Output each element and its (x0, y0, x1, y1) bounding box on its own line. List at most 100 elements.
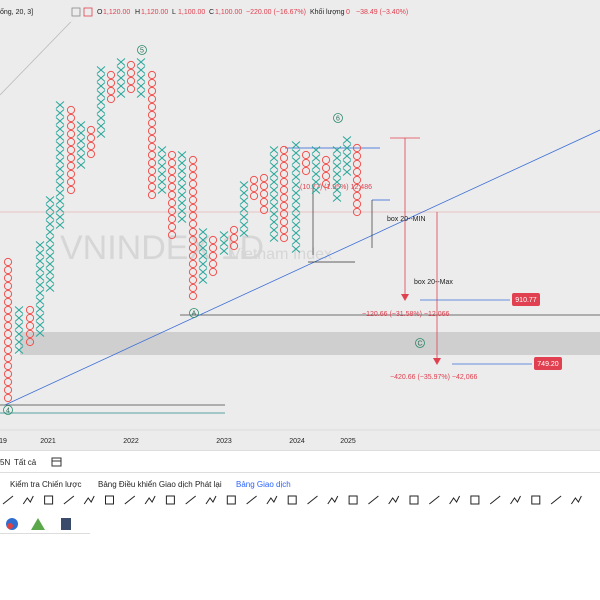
x-box (96, 66, 106, 74)
o-box (167, 230, 177, 240)
tool-icon[interactable] (246, 495, 257, 505)
tool-icon[interactable] (205, 495, 217, 505)
tool-icon[interactable] (570, 495, 582, 505)
o-box (147, 190, 157, 200)
tool-icon[interactable] (165, 495, 175, 505)
x-box (55, 109, 65, 117)
tool-icon[interactable] (327, 495, 339, 505)
x-box (35, 329, 45, 337)
o-box (208, 251, 218, 261)
x-box (136, 82, 146, 90)
trendline (4, 129, 600, 406)
x-box (35, 249, 45, 257)
tool-icon[interactable] (266, 495, 278, 505)
x-box (311, 162, 321, 170)
o-box (279, 209, 289, 219)
header-text: −38.49 (−3.40%) (356, 9, 408, 16)
measure-label: −420.66 (−35.97%) −42,066 (390, 374, 477, 381)
tool-icon[interactable] (2, 495, 14, 505)
tool-icon[interactable] (63, 495, 75, 505)
x-box (198, 260, 208, 268)
wave-label: 5 (140, 47, 144, 54)
watermark-sub: Vietnam Index (230, 246, 332, 263)
range-btn[interactable]: Tất cả (14, 458, 37, 467)
x-box (219, 231, 229, 239)
x-box (342, 168, 352, 176)
x-box (55, 205, 65, 213)
o-box (147, 94, 157, 104)
tool-icon[interactable] (185, 495, 197, 505)
tool-icon[interactable] (44, 495, 54, 505)
x-box (136, 66, 146, 74)
x-box (291, 221, 301, 229)
tool-icon[interactable] (22, 495, 34, 505)
o-box (352, 207, 362, 217)
tab[interactable]: Kiểm tra Chiến lược (10, 480, 82, 489)
tool-icon[interactable] (144, 495, 156, 505)
tool-icon[interactable] (489, 495, 501, 505)
x-box (269, 234, 279, 242)
tool-icon[interactable] (287, 495, 297, 505)
tool-icon[interactable] (105, 495, 114, 505)
o-box (188, 267, 198, 277)
wave-marker (333, 113, 343, 123)
o-box (86, 149, 96, 159)
app-icon[interactable] (31, 518, 45, 530)
tool-icon[interactable] (510, 495, 521, 505)
wave-label: 4 (6, 407, 10, 414)
measure-label: box 20--MIN (387, 216, 426, 223)
o-box (3, 385, 13, 395)
tool-icon[interactable] (348, 495, 358, 505)
tool-icon[interactable] (388, 495, 400, 505)
tab[interactable]: Bảng Giao dịch (236, 480, 291, 489)
o-box (301, 166, 311, 176)
x-box (239, 213, 249, 221)
o-box (208, 267, 218, 277)
x-box (311, 170, 321, 178)
x-box (116, 66, 126, 74)
tool-icon[interactable] (449, 495, 461, 505)
o-box (66, 145, 76, 155)
o-box (229, 233, 239, 243)
o-box (3, 369, 13, 379)
o-box (3, 257, 13, 267)
o-box (321, 171, 331, 181)
o-box (188, 219, 198, 229)
o-box (66, 129, 76, 139)
tool-icon[interactable] (428, 495, 440, 505)
tab-bar: Kiểm tra Chiến lược Bảng Điều khiển Giao… (0, 472, 600, 491)
tool-icon[interactable] (550, 495, 562, 505)
app-icons (0, 518, 90, 534)
tool-icon[interactable] (307, 495, 318, 505)
tab[interactable]: Bảng Điều khiển Giao dịch Phát lại (98, 480, 222, 489)
range-btn[interactable]: 5N (0, 458, 11, 467)
x-box (269, 154, 279, 162)
app-icon[interactable] (61, 518, 71, 530)
tool-icon[interactable] (531, 495, 541, 505)
x-box (198, 268, 208, 276)
o-box (188, 163, 198, 173)
x-box (291, 173, 301, 181)
x-box (332, 186, 342, 194)
tool-icon[interactable] (470, 495, 480, 505)
o-box (147, 118, 157, 128)
x-box (198, 244, 208, 252)
x-label: 2025 (340, 438, 356, 445)
tool-icon[interactable] (368, 495, 379, 505)
o-box (66, 137, 76, 147)
x-box (198, 236, 208, 244)
o-box (66, 153, 76, 163)
x-box (55, 197, 65, 205)
x-box (55, 165, 65, 173)
tool-icon[interactable] (409, 495, 419, 505)
tool-icon[interactable] (226, 495, 236, 505)
x-box (157, 154, 167, 162)
x-box (35, 257, 45, 265)
calendar-icon[interactable] (51, 456, 63, 468)
x-box (14, 330, 24, 338)
o-box (147, 150, 157, 160)
tool-icon[interactable] (83, 495, 95, 505)
tool-icon[interactable] (124, 495, 136, 505)
o-box (208, 235, 218, 245)
